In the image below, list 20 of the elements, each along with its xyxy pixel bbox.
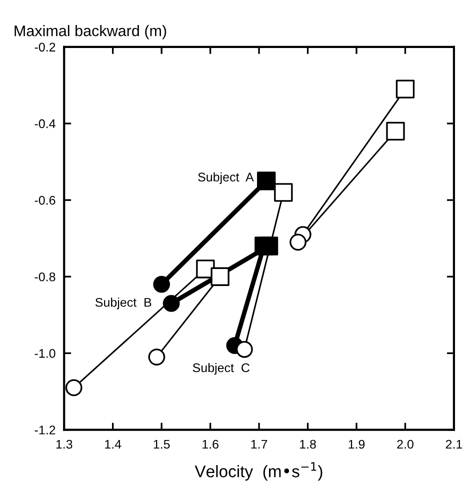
x-tick-label: 1.8: [300, 440, 316, 449]
y-tick-label: -0.2: [34, 42, 56, 52]
x-tick-label: 1.7: [251, 440, 268, 449]
x-axis-title: Velocity (m•s$^{−1}$): [194, 462, 322, 481]
y-tick-label: -0.6: [34, 196, 56, 205]
x-tick-label: 2.0: [397, 440, 414, 449]
y-tick-label: -0.4: [34, 119, 56, 128]
x-tick-label: 1.5: [154, 440, 170, 449]
annotation: Subject B: [95, 298, 152, 310]
y-tick-label: -0.8: [34, 272, 56, 282]
y-tick-label: -1.2: [34, 426, 56, 434]
annotation: Subject A: [198, 172, 254, 184]
y-axis-title: Maximal backward (m): [14, 25, 166, 40]
x-tick-label: 1.6: [202, 440, 218, 449]
x-tick-label: 2.1: [446, 440, 462, 449]
x-tick-label: 1.3: [56, 440, 72, 449]
x-tick-label: 1.4: [105, 440, 122, 449]
x-tick-label: 1.9: [348, 440, 365, 449]
y-tick-label: -1.0: [34, 349, 56, 358]
annotation: Subject C: [192, 363, 250, 375]
